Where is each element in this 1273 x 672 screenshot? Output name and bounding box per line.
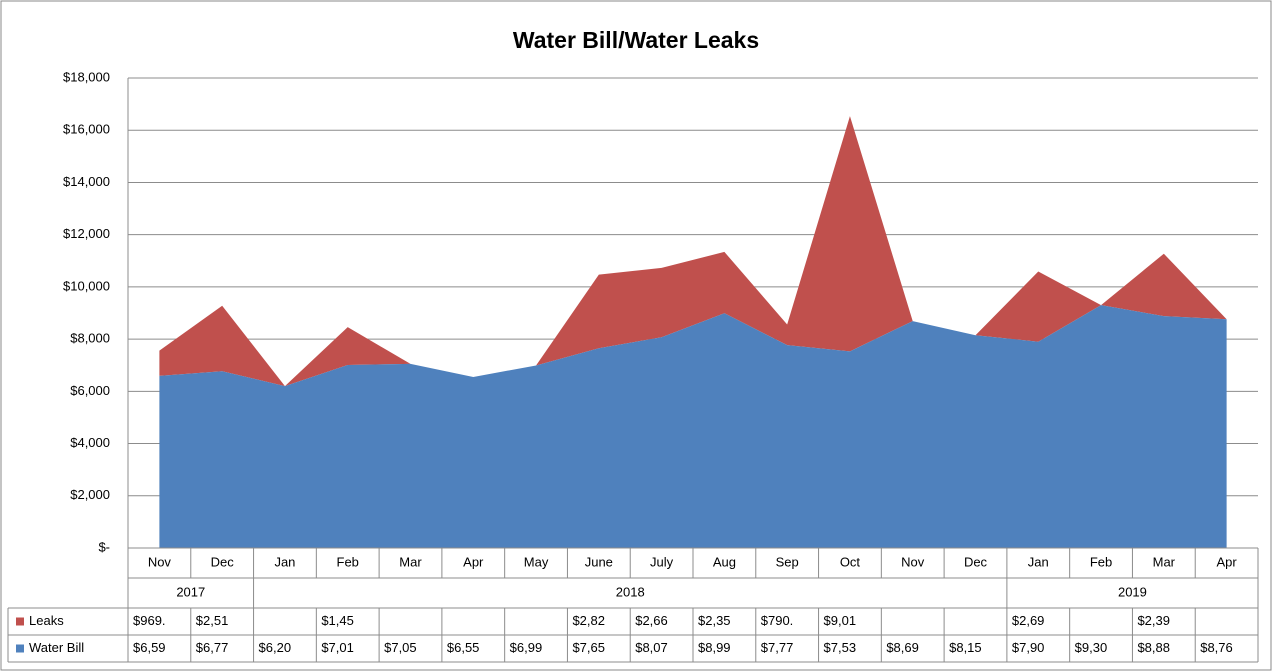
x-tick-label: Oct xyxy=(840,554,861,569)
table-value: $2,66 xyxy=(635,613,668,628)
x-tick-label: Sep xyxy=(776,554,799,569)
x-tick-label: Mar xyxy=(1153,554,1176,569)
legend-swatch xyxy=(16,617,24,626)
table-value: $7,77 xyxy=(761,640,794,655)
table-value: $1,45 xyxy=(321,613,354,628)
table-value: $9,01 xyxy=(824,613,857,628)
y-tick-label: $10,000 xyxy=(63,278,110,293)
table-value: $7,90 xyxy=(1012,640,1045,655)
table-value: $2,82 xyxy=(572,613,605,628)
table-value: $6,77 xyxy=(196,640,229,655)
x-tick-label: July xyxy=(650,554,674,569)
table-value: $2,51 xyxy=(196,613,229,628)
y-tick-label: $6,000 xyxy=(70,383,110,398)
table-value: $2,35 xyxy=(698,613,731,628)
table-value: $6,55 xyxy=(447,640,480,655)
table-value: $7,05 xyxy=(384,640,417,655)
table-value: $6,99 xyxy=(510,640,543,655)
table-value: $790. xyxy=(761,613,794,628)
table-value: $6,20 xyxy=(259,640,292,655)
y-tick-label: $8,000 xyxy=(70,331,110,346)
y-tick-label: $18,000 xyxy=(63,69,110,84)
chart-title: Water Bill/Water Leaks xyxy=(513,27,759,53)
legend-label: Leaks xyxy=(29,613,64,628)
x-tick-label: Feb xyxy=(1090,554,1112,569)
x-tick-label: Feb xyxy=(337,554,359,569)
y-tick-label: $2,000 xyxy=(70,487,110,502)
table-value: $2,39 xyxy=(1137,613,1170,628)
year-label: 2019 xyxy=(1118,584,1147,599)
x-tick-label: Dec xyxy=(211,554,235,569)
legend-swatch xyxy=(16,644,24,653)
y-tick-label: $12,000 xyxy=(63,226,110,241)
table-value: $8,99 xyxy=(698,640,731,655)
x-tick-label: Jan xyxy=(274,554,295,569)
table-value: $8,15 xyxy=(949,640,982,655)
table-value: $2,69 xyxy=(1012,613,1045,628)
x-tick-label: Mar xyxy=(399,554,422,569)
x-tick-label: Apr xyxy=(1216,554,1237,569)
x-tick-label: June xyxy=(585,554,613,569)
x-tick-label: Aug xyxy=(713,554,736,569)
table-value: $8,07 xyxy=(635,640,668,655)
y-tick-label: $14,000 xyxy=(63,174,110,189)
table-value: $7,01 xyxy=(321,640,354,655)
table-value: $6,59 xyxy=(133,640,166,655)
year-label: 2017 xyxy=(176,584,205,599)
x-tick-label: Dec xyxy=(964,554,988,569)
x-tick-label: May xyxy=(524,554,549,569)
year-label: 2018 xyxy=(616,584,645,599)
x-tick-label: Nov xyxy=(901,554,925,569)
table-value: $7,65 xyxy=(572,640,605,655)
x-tick-label: Apr xyxy=(463,554,484,569)
table-value: $8,69 xyxy=(886,640,919,655)
legend-label: Water Bill xyxy=(29,640,84,655)
y-tick-label: $4,000 xyxy=(70,435,110,450)
y-tick-label: $16,000 xyxy=(63,122,110,137)
x-tick-label: Nov xyxy=(148,554,172,569)
y-tick-label: $- xyxy=(98,539,110,554)
table-value: $8,76 xyxy=(1200,640,1233,655)
water-bill-area xyxy=(159,305,1227,548)
table-value: $7,53 xyxy=(824,640,857,655)
table-value: $9,30 xyxy=(1075,640,1108,655)
table-value: $8,88 xyxy=(1137,640,1170,655)
x-tick-label: Jan xyxy=(1028,554,1049,569)
table-value: $969. xyxy=(133,613,166,628)
